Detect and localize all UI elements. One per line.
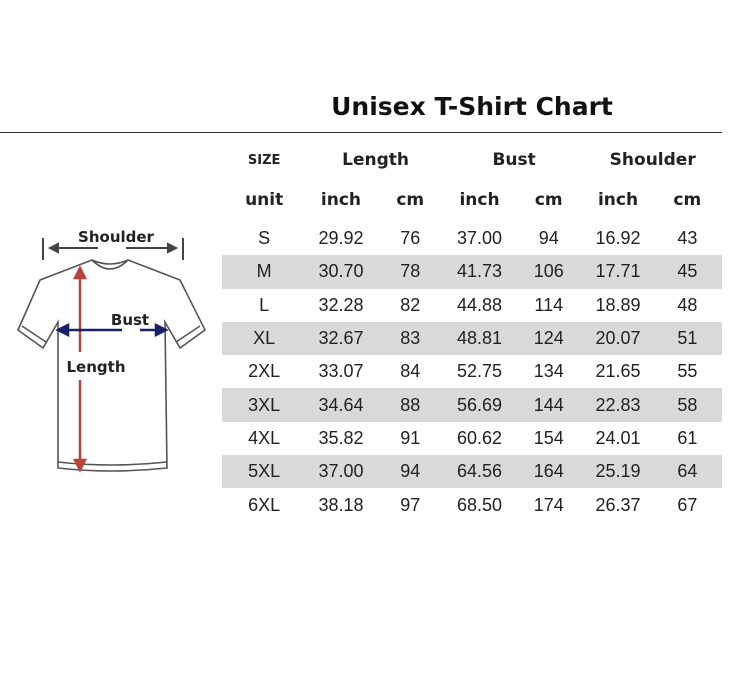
header-row: SIZE Length Bust Shoulder xyxy=(222,142,722,178)
table-row: S 29.92 76 37.00 94 16.92 43 xyxy=(222,222,722,255)
shoulder-header: Shoulder xyxy=(609,150,696,170)
table-row: 4XL 35.82 91 60.62 154 24.01 61 xyxy=(222,422,722,455)
chart-title: Unisex T-Shirt Chart xyxy=(331,92,613,121)
size-cell: 3XL xyxy=(222,388,307,422)
bust-header: Bust xyxy=(492,150,536,170)
size-cell: 2XL xyxy=(248,361,281,382)
measurement-cell: 26.37 xyxy=(595,494,641,515)
size-cell: XL xyxy=(222,321,307,356)
table-row: 5XL 37.00 94 64.56 164 25.19 64 xyxy=(222,455,722,489)
table-row: 3XL 34.64 88 56.69 144 22.83 58 xyxy=(222,388,722,422)
measurement-cell: 32.28 xyxy=(318,294,364,315)
measurement-cell: 78 xyxy=(375,255,445,289)
measurement-cell: 48 xyxy=(677,294,698,315)
measurement-cell: 45 xyxy=(652,255,722,289)
measurement-cell: 30.70 xyxy=(306,255,376,289)
measurement-cell: 83 xyxy=(375,321,445,356)
size-cell: 5XL xyxy=(222,455,307,489)
measurement-cell: 94 xyxy=(538,228,559,249)
unit-cell: cm xyxy=(673,190,702,210)
unit-cell: cm xyxy=(396,190,425,210)
length-arrow xyxy=(72,265,88,473)
tshirt-diagram: Shoulder Bust Length xyxy=(17,228,207,473)
measurement-cell: 21.65 xyxy=(595,361,641,382)
table-row: L 32.28 82 44.88 114 18.89 48 xyxy=(222,289,722,322)
measurement-cell: 51 xyxy=(652,321,722,356)
title-divider xyxy=(0,132,722,133)
measurement-cell: 91 xyxy=(400,427,421,448)
table-row: M 30.70 78 41.73 106 17.71 45 xyxy=(222,255,722,289)
measurement-cell: 84 xyxy=(400,361,421,382)
measurement-cell: 76 xyxy=(400,228,421,249)
measurement-cell: 32.67 xyxy=(306,321,376,356)
measurement-cell: 37.00 xyxy=(306,455,376,489)
shoulder-label: Shoulder xyxy=(78,228,155,246)
measurement-cell: 56.69 xyxy=(444,388,515,422)
measurement-cell: 55 xyxy=(677,361,698,382)
measurement-cell: 61 xyxy=(677,427,698,448)
measurement-cell: 34.64 xyxy=(306,388,376,422)
length-label: Length xyxy=(67,358,126,376)
measurement-cell: 25.19 xyxy=(583,455,653,489)
size-cell: L xyxy=(259,294,270,315)
bust-label: Bust xyxy=(111,311,149,329)
size-cell: M xyxy=(222,255,307,289)
table-row: 2XL 33.07 84 52.75 134 21.65 55 xyxy=(222,355,722,388)
measurement-cell: 88 xyxy=(375,388,445,422)
table-row: 6XL 38.18 97 68.50 174 26.37 67 xyxy=(222,488,722,521)
measurement-cell: 43 xyxy=(677,228,698,249)
measurement-cell: 164 xyxy=(514,455,584,489)
measurement-cell: 106 xyxy=(514,255,584,289)
measurement-cell: 64.56 xyxy=(444,455,515,489)
measurement-cell: 58 xyxy=(652,388,722,422)
measurement-cell: 67 xyxy=(677,494,698,515)
measurement-cell: 52.75 xyxy=(456,361,503,382)
measurement-cell: 20.07 xyxy=(583,321,653,356)
measurement-cell: 97 xyxy=(400,494,421,515)
size-cell: 6XL xyxy=(248,494,281,515)
measurement-cell: 16.92 xyxy=(595,228,641,249)
size-header: SIZE xyxy=(247,152,281,168)
measurement-cell: 82 xyxy=(400,294,421,315)
unit-cell: inch xyxy=(320,190,362,210)
measurement-cell: 48.81 xyxy=(444,321,515,356)
length-header: Length xyxy=(342,150,410,170)
measurement-cell: 33.07 xyxy=(318,361,364,382)
measurement-cell: 64 xyxy=(652,455,722,489)
unit-cell: inch xyxy=(597,190,639,210)
measurement-cell: 18.89 xyxy=(595,294,641,315)
measurement-cell: 22.83 xyxy=(583,388,653,422)
unit-row: unit inch cm inch cm inch cm xyxy=(222,178,722,222)
measurement-cell: 29.92 xyxy=(318,228,364,249)
measurement-cell: 17.71 xyxy=(583,255,653,289)
table-row: XL 32.67 83 48.81 124 20.07 51 xyxy=(222,321,722,356)
measurement-cell: 24.01 xyxy=(595,427,641,448)
shoulder-arrow xyxy=(42,238,184,260)
measurement-cell: 44.88 xyxy=(456,294,503,315)
unit-cell: unit xyxy=(245,190,284,210)
bust-arrow xyxy=(55,322,169,338)
size-cell: 4XL xyxy=(248,427,281,448)
unit-cell: cm xyxy=(534,190,563,210)
measurement-cell: 154 xyxy=(533,427,564,448)
measurement-cell: 37.00 xyxy=(456,228,503,249)
unit-cell: inch xyxy=(459,190,500,210)
measurement-cell: 114 xyxy=(534,294,564,315)
measurement-cell: 35.82 xyxy=(318,427,364,448)
measurement-cell: 41.73 xyxy=(444,255,515,289)
measurement-cell: 124 xyxy=(514,321,584,356)
measurement-cell: 60.62 xyxy=(456,427,503,448)
measurement-cell: 144 xyxy=(514,388,584,422)
measurement-cell: 38.18 xyxy=(318,494,364,515)
measurement-cell: 174 xyxy=(533,494,564,515)
measurement-cell: 134 xyxy=(533,361,564,382)
size-cell: S xyxy=(258,228,271,249)
measurement-cell: 68.50 xyxy=(456,494,503,515)
measurement-cell: 94 xyxy=(375,455,445,489)
size-table: SIZE Length Bust Shoulder unit inch cm i… xyxy=(222,142,722,522)
